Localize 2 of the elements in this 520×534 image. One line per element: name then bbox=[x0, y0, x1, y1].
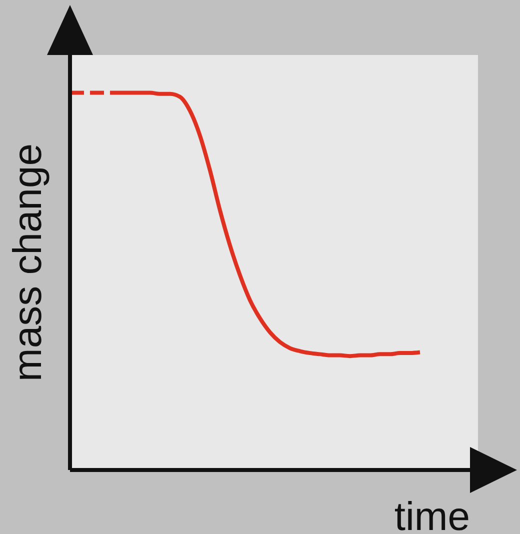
y-axis-title: mass change bbox=[6, 144, 50, 382]
x-axis-title: time bbox=[394, 495, 470, 534]
